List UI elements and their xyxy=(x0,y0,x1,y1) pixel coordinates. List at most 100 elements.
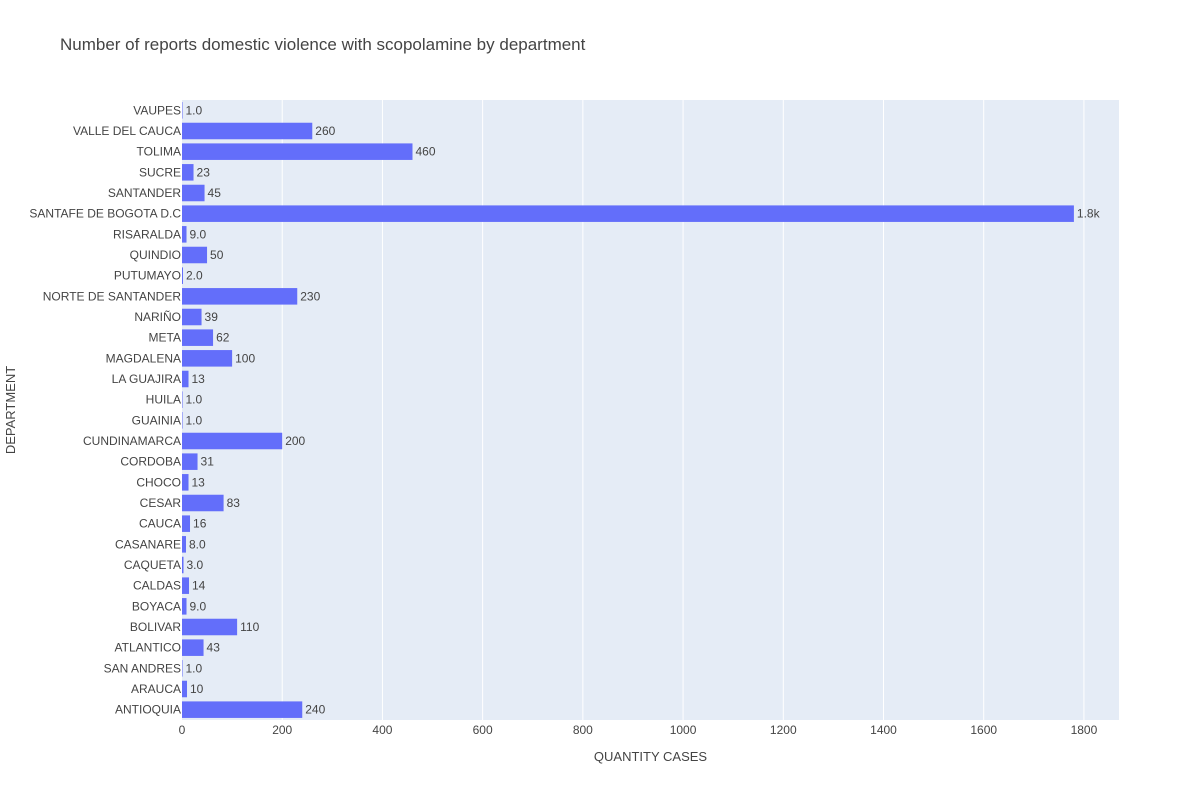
bar xyxy=(182,639,204,656)
bar-value-label: 1.0 xyxy=(186,413,203,427)
bar-value-label: 39 xyxy=(205,310,219,324)
bar xyxy=(182,288,298,305)
bar xyxy=(182,680,188,698)
y-tick-label: CUNDINAMARCA xyxy=(83,434,181,448)
y-tick-label: GUAINIA xyxy=(132,413,181,427)
y-tick-label: VAUPES xyxy=(133,103,181,117)
plot-area xyxy=(182,100,1119,720)
y-tick-label: CAQUETA xyxy=(124,558,181,572)
y-tick-label: CAUCA xyxy=(139,517,181,531)
y-tick-label: QUINDIO xyxy=(130,248,181,262)
bars xyxy=(182,102,1074,718)
bar xyxy=(182,370,189,388)
bar-value-label: 1.8k xyxy=(1077,207,1101,221)
data-labels: 240 10 1.0 43 110 9.0 14 3.0 8.0 16 83 13 31 200 1.0 1.… xyxy=(186,103,1101,716)
x-tick-label: 1800 xyxy=(1071,723,1098,737)
bar xyxy=(182,122,313,140)
bar xyxy=(182,205,1074,222)
bar-value-label: 9.0 xyxy=(190,599,207,613)
y-tick-label: ARAUCA xyxy=(131,682,181,696)
x-tick-label: 200 xyxy=(272,723,292,737)
x-axis-ticks: 0 200 400 600 800 1000 1200 1400 1600 1800 xyxy=(179,723,1098,737)
y-tick-label: VALLE DEL CAUCA xyxy=(73,124,181,138)
bar-value-label: 16 xyxy=(193,517,207,531)
y-tick-label: SUCRE xyxy=(139,165,181,179)
y-axis-title: DEPARTMENT xyxy=(3,366,18,454)
y-tick-label: LA GUAJIRA xyxy=(112,372,181,386)
bar-value-label: 23 xyxy=(197,165,211,179)
y-tick-label: TOLIMA xyxy=(137,145,181,159)
bar-value-label: 100 xyxy=(235,351,255,365)
bar-value-label: 1.0 xyxy=(186,661,203,675)
bar-value-label: 43 xyxy=(207,641,221,655)
bar-value-label: 9.0 xyxy=(190,227,207,241)
bar xyxy=(182,246,208,264)
bar-value-label: 10 xyxy=(190,682,204,696)
y-tick-label: NORTE DE SANTANDER xyxy=(43,289,182,303)
x-axis-title: QUANTITY CASES xyxy=(594,749,708,764)
bar xyxy=(182,308,202,326)
bar xyxy=(182,143,413,160)
x-tick-label: 800 xyxy=(573,723,593,737)
y-tick-label: SANTAFE DE BOGOTA D.C xyxy=(29,207,181,221)
y-tick-label: CHOCO xyxy=(136,475,181,489)
y-tick-label: MAGDALENA xyxy=(106,351,181,365)
bar-value-label: 14 xyxy=(192,579,206,593)
bar xyxy=(182,226,187,243)
bar-value-label: 3.0 xyxy=(187,558,204,572)
bar xyxy=(182,329,214,346)
bar xyxy=(182,412,183,429)
bar-value-label: 83 xyxy=(227,496,241,510)
bar-value-label: 45 xyxy=(208,186,222,200)
y-tick-label: NARIÑO xyxy=(134,310,181,324)
x-tick-label: 1600 xyxy=(970,723,997,737)
bar xyxy=(182,432,283,450)
y-tick-label: CASANARE xyxy=(115,537,181,551)
bar xyxy=(182,184,205,202)
bar xyxy=(182,474,189,491)
bar xyxy=(182,453,198,470)
bar-value-label: 200 xyxy=(285,434,305,448)
y-axis-ticks: ANTIOQUIA ARAUCA SAN ANDRES ATLANTICO BOLIVA… xyxy=(29,103,181,716)
bar-value-label: 240 xyxy=(305,703,325,717)
bar-value-label: 13 xyxy=(192,372,206,386)
x-tick-label: 400 xyxy=(372,723,392,737)
bar xyxy=(182,102,183,119)
y-tick-label: BOYACA xyxy=(132,599,181,613)
y-tick-label: HUILA xyxy=(146,393,181,407)
bar xyxy=(182,164,194,181)
bar xyxy=(182,577,190,594)
bar-value-label: 13 xyxy=(192,475,206,489)
y-tick-label: SAN ANDRES xyxy=(104,661,181,675)
bar-value-label: 50 xyxy=(210,248,224,262)
y-tick-label: SANTANDER xyxy=(108,186,181,200)
y-tick-label: PUTUMAYO xyxy=(114,269,181,283)
x-tick-label: 600 xyxy=(473,723,493,737)
y-tick-label: CALDAS xyxy=(133,579,181,593)
x-tick-label: 1200 xyxy=(770,723,797,737)
bar xyxy=(182,391,183,408)
bar-value-label: 230 xyxy=(300,289,320,303)
bar xyxy=(182,267,184,284)
bar xyxy=(182,515,191,532)
bar-value-label: 460 xyxy=(415,145,435,159)
bar xyxy=(182,701,303,718)
y-tick-label: RISARALDA xyxy=(113,227,181,241)
y-tick-label: ANTIOQUIA xyxy=(115,703,181,717)
bar-value-label: 8.0 xyxy=(189,537,206,551)
bar-value-label: 110 xyxy=(240,620,259,634)
y-tick-label: CESAR xyxy=(140,496,182,510)
y-tick-label: META xyxy=(149,331,181,345)
y-tick-label: ATLANTICO xyxy=(115,641,181,655)
x-tick-label: 0 xyxy=(179,723,186,737)
bar xyxy=(182,618,238,636)
y-tick-label: CORDOBA xyxy=(120,455,181,469)
bar-value-label: 260 xyxy=(315,124,335,138)
bar-value-label: 1.0 xyxy=(186,393,203,407)
x-tick-label: 1000 xyxy=(670,723,697,737)
chart-title: Number of reports domestic violence with… xyxy=(60,35,586,54)
bar-value-label: 1.0 xyxy=(186,103,203,117)
gridlines xyxy=(281,100,1085,720)
